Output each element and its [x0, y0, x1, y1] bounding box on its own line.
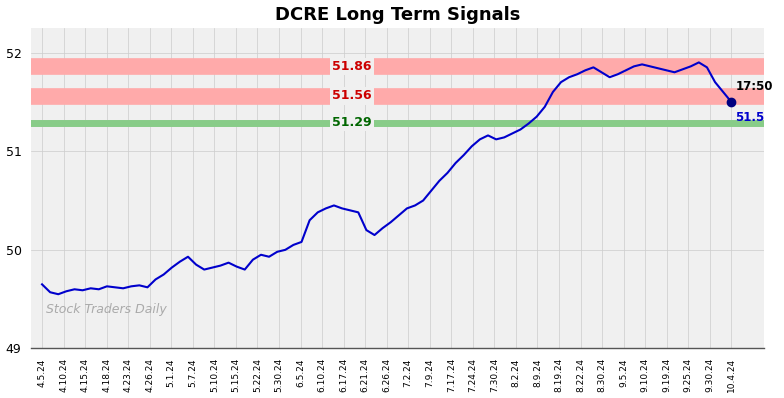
Text: 51.5: 51.5 — [735, 111, 764, 124]
Text: 51.56: 51.56 — [332, 90, 372, 102]
Text: Stock Traders Daily: Stock Traders Daily — [46, 303, 167, 316]
Title: DCRE Long Term Signals: DCRE Long Term Signals — [274, 6, 520, 23]
Text: 17:50: 17:50 — [735, 80, 773, 93]
Text: 51.29: 51.29 — [332, 116, 372, 129]
Text: 51.86: 51.86 — [332, 60, 372, 73]
